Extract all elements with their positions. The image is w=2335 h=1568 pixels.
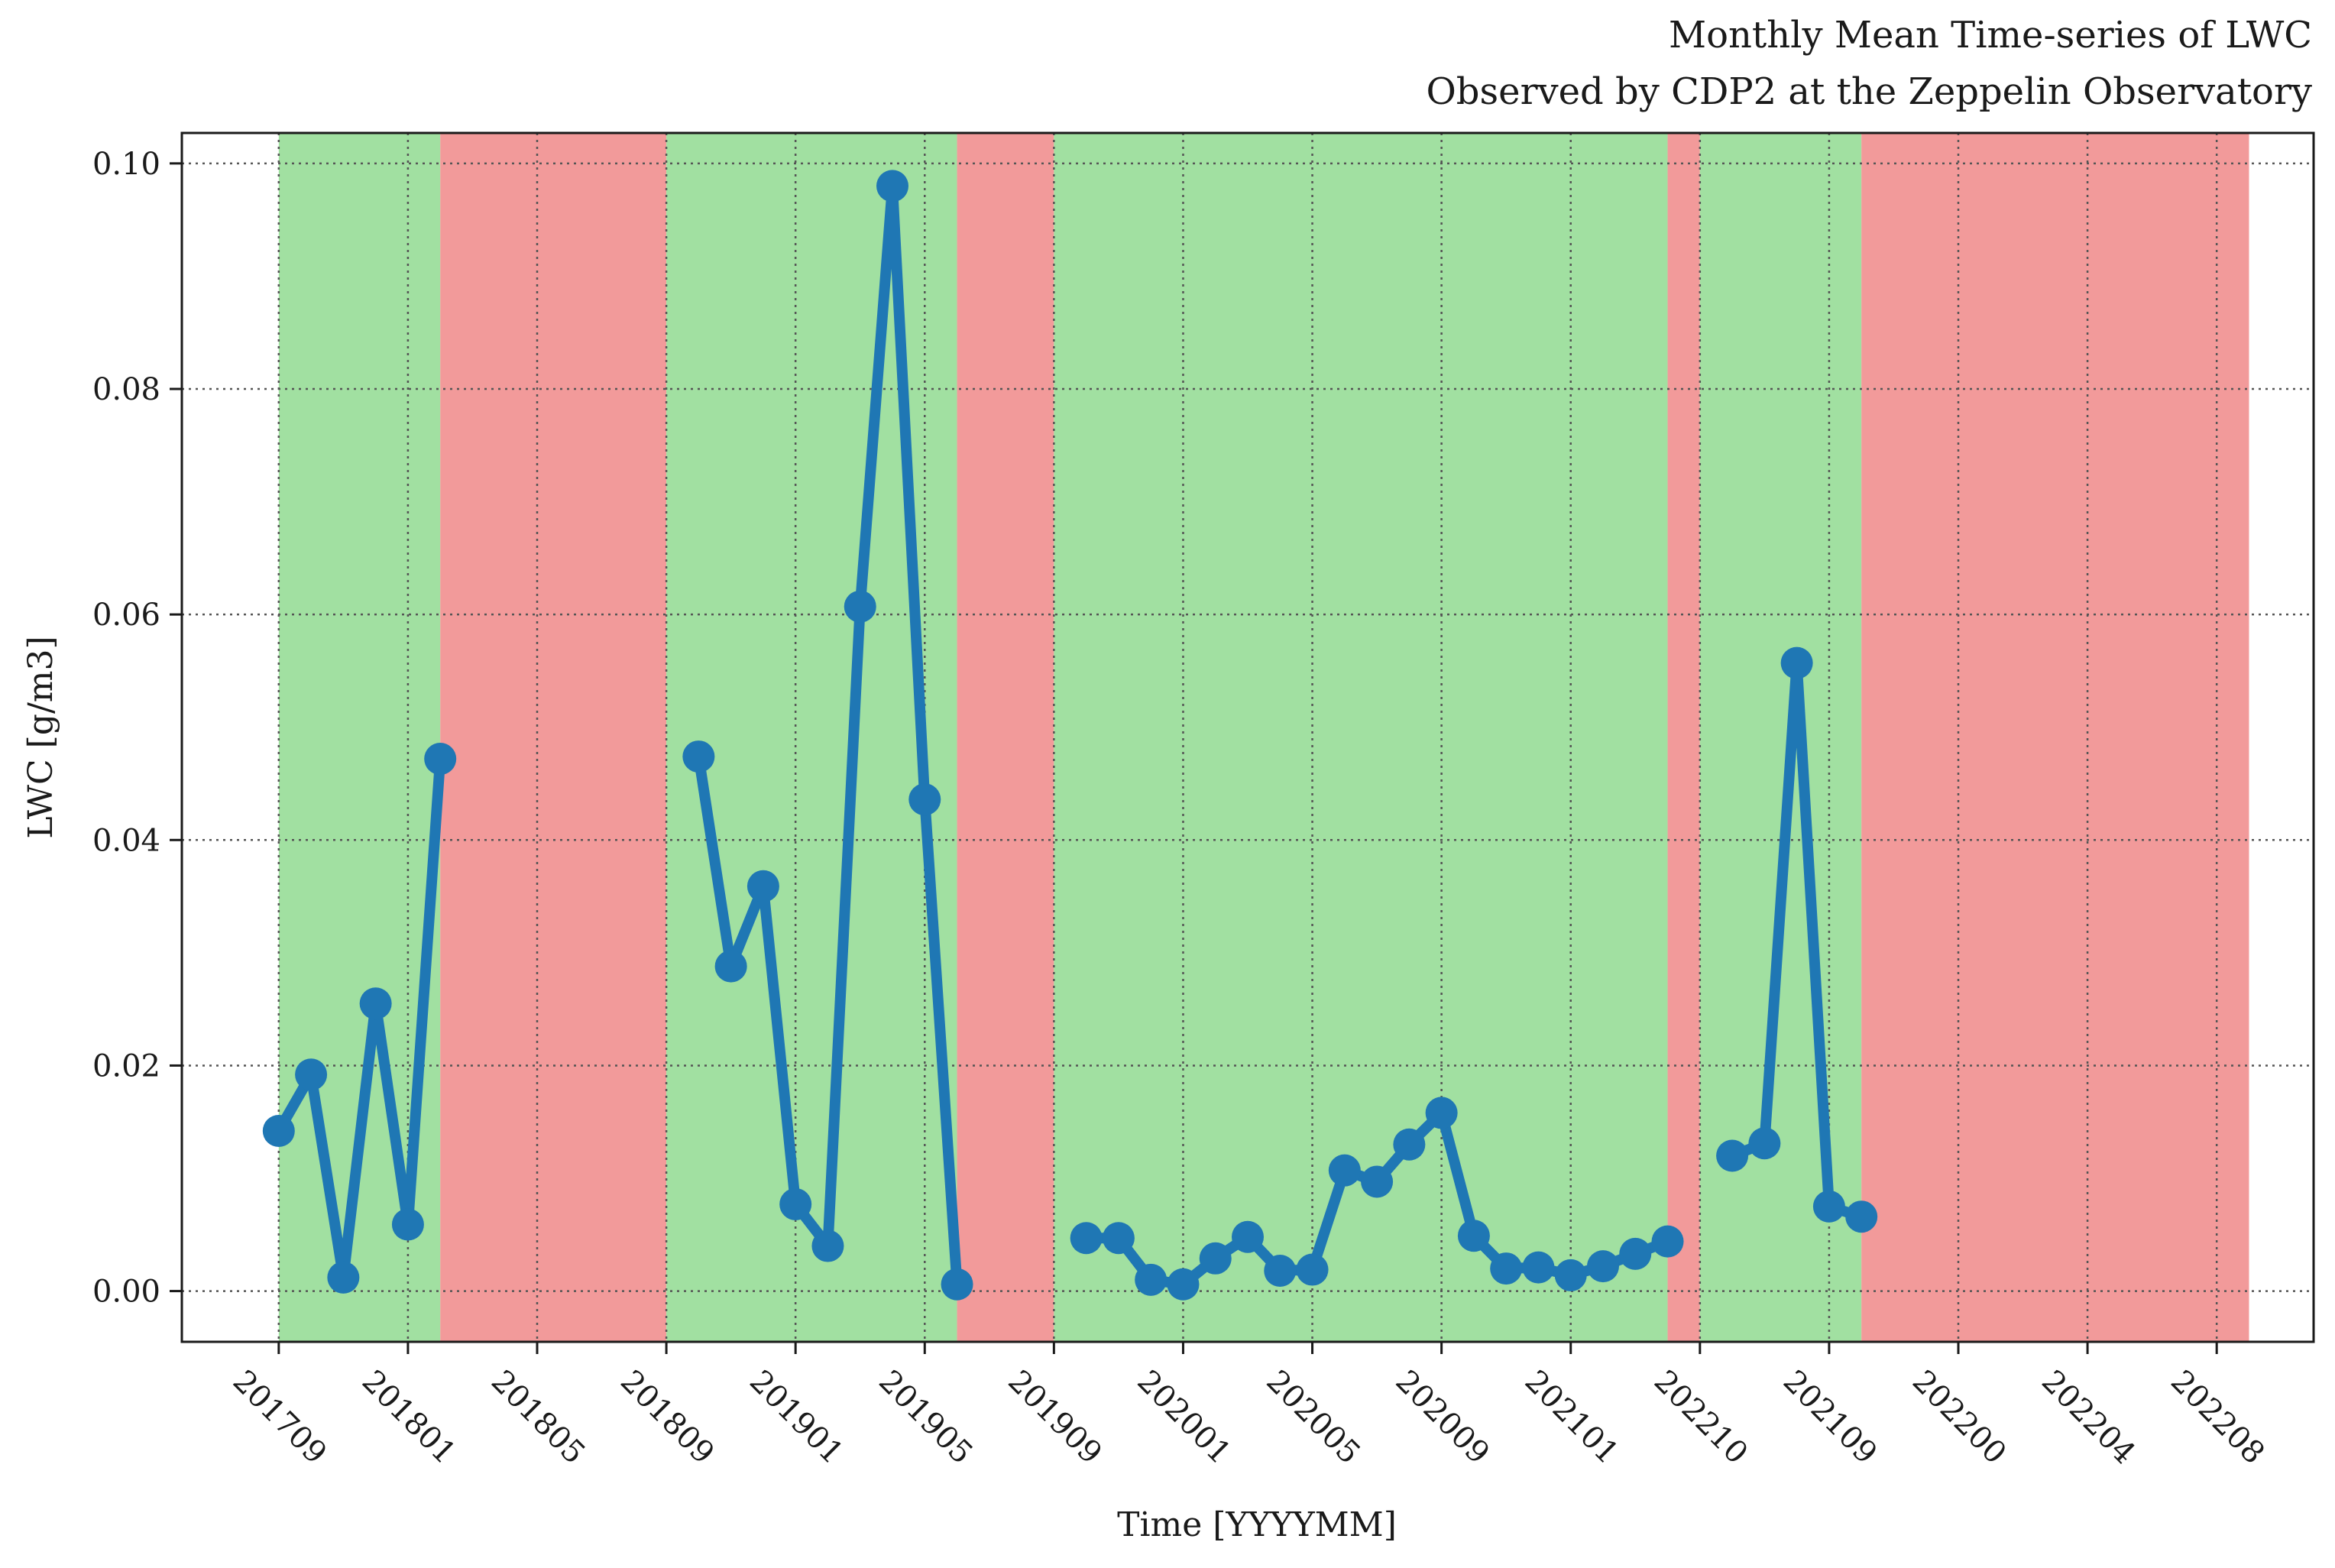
x-tick-label: 201801 [355,1364,463,1472]
x-tick-label: 202005 [1259,1364,1367,1472]
data-point [779,1187,812,1220]
data-point [1457,1220,1490,1252]
data-point [876,170,908,202]
x-tick-label: 202204 [2035,1364,2142,1472]
data-point [908,783,941,816]
shading-band-bad [1861,133,2249,1342]
shading-band-good [1699,133,1862,1342]
x-tick-label: 201909 [1001,1364,1109,1472]
x-axis-label: Time [YYYYMM] [1117,1505,1397,1544]
status-shading [278,133,2249,1342]
data-point [1490,1252,1523,1285]
data-point [844,590,876,623]
shading-band-bad [440,133,667,1342]
shading-band-good [1054,133,1668,1342]
data-point [295,1058,328,1091]
y-axis-label: LWC [g/m3] [21,636,60,838]
data-point [811,1229,844,1262]
x-tick-label: 202210 [1647,1364,1755,1472]
x-tick-label: 201805 [484,1364,592,1472]
data-point [682,740,715,773]
y-tick-label: 0.08 [92,372,160,407]
data-point [714,950,747,983]
x-tick-label: 202109 [1776,1364,1884,1472]
plot-frame [180,131,2315,1343]
data-point [1748,1127,1781,1160]
data-point [1651,1225,1684,1258]
y-tick-label: 0.02 [92,1048,160,1084]
chart-title-line-1: Monthly Mean Time-series of LWC [1668,14,2312,57]
data-point [1232,1220,1264,1253]
grid-lines [182,133,2314,1342]
y-tick-label: 0.00 [92,1275,160,1310]
data-point [1780,646,1813,679]
x-tick-label: 202101 [1518,1364,1626,1472]
data-point [1393,1128,1426,1161]
data-point [1812,1190,1845,1223]
x-tick-label: 201901 [743,1364,850,1472]
data-point [1554,1259,1587,1291]
data-point [1167,1268,1200,1301]
data-point [327,1261,360,1294]
data-point [262,1115,295,1148]
data-point [1070,1222,1103,1255]
data-point [1845,1200,1878,1233]
chart-title-line-2: Observed by CDP2 at the Zeppelin Observa… [1426,70,2312,113]
shading-band-bad [1667,133,1700,1342]
y-tick-label: 0.10 [92,147,160,182]
x-tick-label: 202009 [1389,1364,1497,1472]
shading-band-good [666,133,957,1342]
data-point [1199,1242,1232,1275]
data-point [391,1208,424,1241]
data-point [1425,1097,1458,1129]
data-point [1361,1165,1394,1198]
x-tick-label: 202208 [2164,1364,2272,1472]
x-tick-label: 201709 [226,1364,334,1472]
data-point [1135,1263,1168,1296]
data-point [1102,1222,1135,1255]
data-series [262,170,1878,1301]
x-tick-label: 202200 [1906,1364,2013,1472]
y-tick-label: 0.04 [92,823,160,858]
data-point [1264,1255,1297,1288]
data-point [1716,1139,1749,1172]
data-point [1619,1237,1652,1270]
data-point [1296,1253,1329,1286]
shading-band-bad [957,133,1054,1342]
data-point [746,870,779,902]
x-tick-label: 201905 [872,1364,980,1472]
data-point [1587,1250,1619,1283]
data-point [1328,1154,1361,1187]
data-point [1522,1251,1555,1284]
data-point [941,1268,973,1301]
data-point [424,743,457,776]
x-tick-label: 201809 [614,1364,721,1472]
x-tick-label: 202001 [1130,1364,1238,1472]
y-tick-label: 0.06 [92,598,160,633]
data-point [359,987,392,1020]
